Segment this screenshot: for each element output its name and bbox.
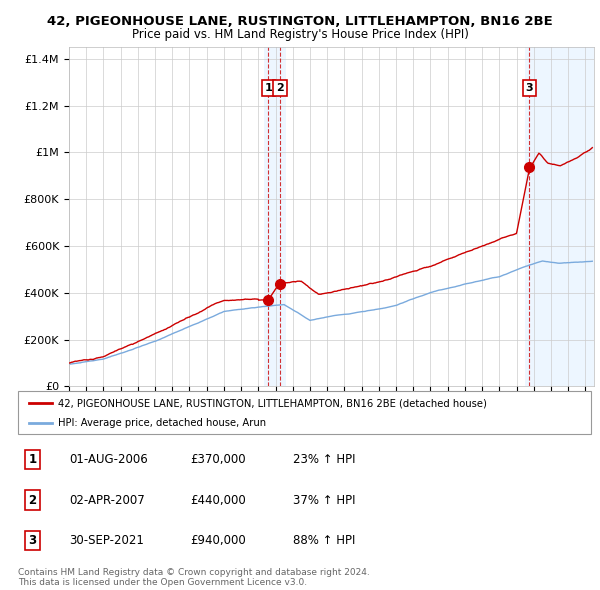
Text: 2: 2: [276, 83, 284, 93]
Text: 30-SEP-2021: 30-SEP-2021: [70, 534, 145, 547]
Bar: [525, 47, 594, 386]
Bar: [263, 47, 286, 386]
Text: 88% ↑ HPI: 88% ↑ HPI: [293, 534, 355, 547]
Text: 42, PIGEONHOUSE LANE, RUSTINGTON, LITTLEHAMPTON, BN16 2BE: 42, PIGEONHOUSE LANE, RUSTINGTON, LITTLE…: [47, 15, 553, 28]
Text: 01-AUG-2006: 01-AUG-2006: [70, 453, 148, 466]
Text: 02-APR-2007: 02-APR-2007: [70, 493, 145, 507]
Text: 2: 2: [28, 493, 37, 507]
Text: HPI: Average price, detached house, Arun: HPI: Average price, detached house, Arun: [58, 418, 266, 428]
Text: £370,000: £370,000: [190, 453, 245, 466]
Text: 37% ↑ HPI: 37% ↑ HPI: [293, 493, 356, 507]
Text: 42, PIGEONHOUSE LANE, RUSTINGTON, LITTLEHAMPTON, BN16 2BE (detached house): 42, PIGEONHOUSE LANE, RUSTINGTON, LITTLE…: [58, 398, 487, 408]
Text: 3: 3: [526, 83, 533, 93]
Text: 3: 3: [28, 534, 37, 547]
Text: 1: 1: [265, 83, 272, 93]
FancyBboxPatch shape: [18, 391, 591, 434]
Text: Contains HM Land Registry data © Crown copyright and database right 2024.
This d: Contains HM Land Registry data © Crown c…: [18, 568, 370, 587]
Text: 1: 1: [28, 453, 37, 466]
Text: Price paid vs. HM Land Registry's House Price Index (HPI): Price paid vs. HM Land Registry's House …: [131, 28, 469, 41]
Text: 23% ↑ HPI: 23% ↑ HPI: [293, 453, 356, 466]
Text: £440,000: £440,000: [190, 493, 245, 507]
Text: £940,000: £940,000: [190, 534, 245, 547]
